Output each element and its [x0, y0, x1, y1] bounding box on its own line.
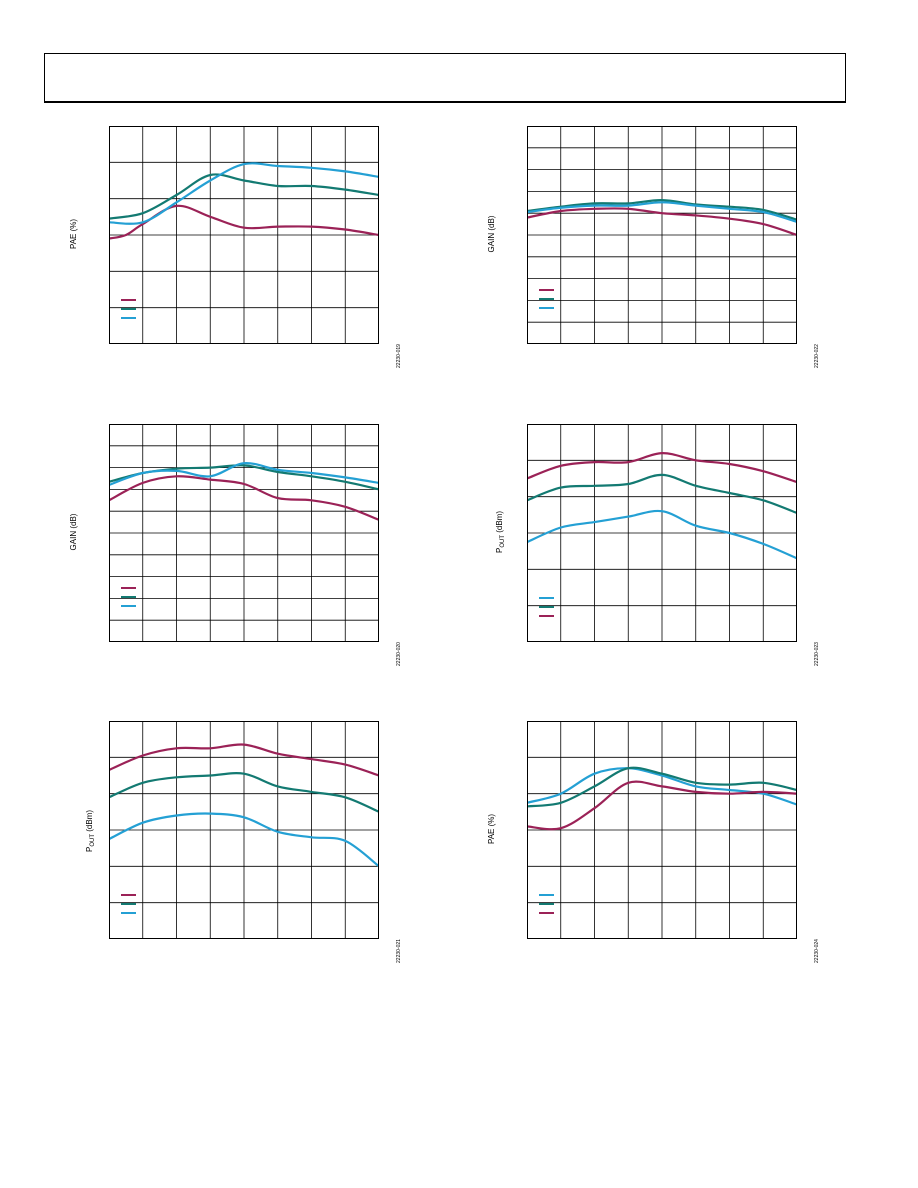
chart-3-plot-area — [109, 424, 379, 642]
chart-2-figure-id: 22230-022 — [814, 344, 820, 368]
chart-6-series-line-3 — [528, 780, 796, 831]
chart-5-y-axis-label: POUT (dBm) — [85, 810, 96, 853]
chart-5-svg — [110, 722, 378, 938]
chart-3-figure-id: 22230-020 — [396, 642, 402, 666]
chart-5-series-line-2 — [110, 772, 378, 813]
chart-2-series-line-3 — [528, 201, 796, 223]
chart-5-figure-id: 22230-021 — [396, 939, 402, 963]
chart-6-figure-id: 22230-024 — [814, 939, 820, 963]
chart-3-series-line-3 — [110, 462, 378, 486]
chart-4-series-line-2 — [528, 473, 796, 514]
chart-1-y-axis-label: PAE (%) — [69, 218, 78, 250]
chart-4-figure-id: 22230-023 — [814, 642, 820, 666]
chart-1-plot-area — [109, 126, 379, 344]
chart-6-svg — [528, 722, 796, 938]
chart-6-series-line-2 — [528, 766, 796, 808]
chart-1-figure-id: 22230-019 — [396, 344, 402, 368]
chart-5-plot-area — [109, 721, 379, 939]
chart-3-series-line-1 — [110, 475, 378, 521]
page-header-bar — [44, 53, 846, 103]
chart-2-plot-area — [527, 126, 797, 344]
chart-6-y-axis-label: PAE (%) — [487, 813, 496, 845]
chart-5-series-line-1 — [110, 743, 378, 777]
chart-3-svg — [110, 425, 378, 641]
chart-1-series-line-2 — [110, 173, 378, 220]
chart-1-series-line-3 — [110, 162, 378, 225]
chart-4-series-line-1 — [528, 509, 796, 560]
chart-6-plot-area — [527, 721, 797, 939]
chart-2-svg — [528, 127, 796, 343]
chart-2-series-line-2 — [528, 198, 796, 221]
chart-2-series-line-1 — [528, 207, 796, 236]
chart-4-y-axis-label: POUT (dBm) — [495, 511, 506, 554]
chart-3-y-axis-label: GAIN (dB) — [69, 513, 78, 551]
chart-2-y-axis-label: GAIN (dB) — [487, 215, 496, 253]
chart-4-svg — [528, 425, 796, 641]
chart-1-svg — [110, 127, 378, 343]
chart-4-series-line-3 — [528, 451, 796, 483]
chart-1-series-line-1 — [110, 204, 378, 240]
chart-4-plot-area — [527, 424, 797, 642]
chart-5-series-line-3 — [110, 812, 378, 867]
